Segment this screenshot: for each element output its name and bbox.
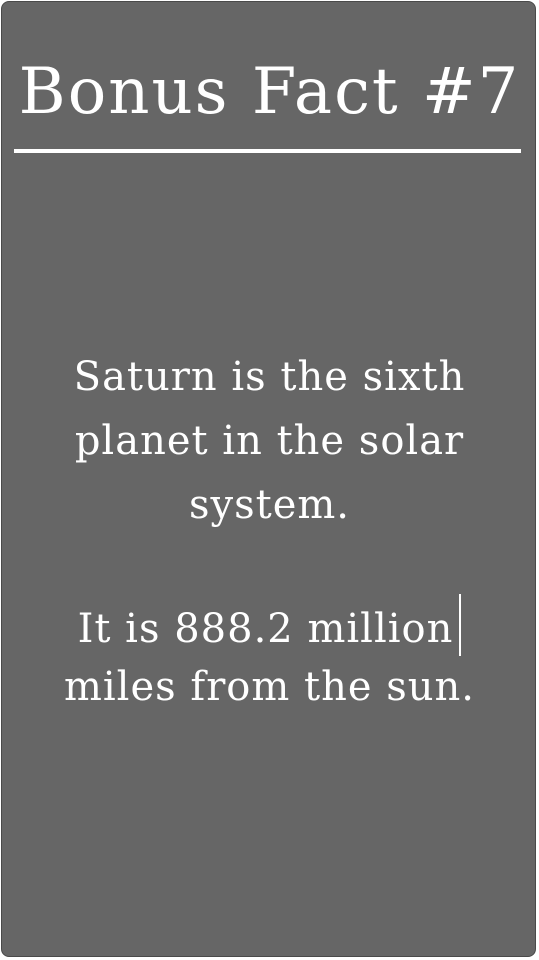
- fact-line-with-caret: It is 888.2 million: [2, 594, 537, 658]
- fact-paragraph-1: Saturn is the sixth planet in the solar …: [2, 345, 537, 537]
- card-title: Bonus Fact #7: [18, 55, 521, 129]
- fact-line: It is 888.2 million: [77, 606, 454, 652]
- fact-line: miles from the sun.: [63, 664, 476, 710]
- fact-line: system.: [188, 482, 351, 528]
- text-caret: [459, 594, 462, 656]
- fact-paragraph-2[interactable]: It is 888.2 million miles from the sun.: [2, 594, 537, 716]
- fact-line: planet in the solar: [74, 418, 465, 464]
- fact-line: Saturn is the sixth: [73, 354, 466, 400]
- title-divider: [14, 149, 521, 153]
